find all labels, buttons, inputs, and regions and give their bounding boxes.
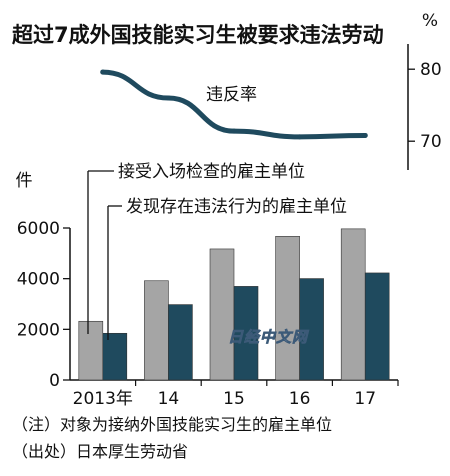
bar-inspected xyxy=(275,236,300,381)
x-axis-ticks: 2013年 14 15 16 17 xyxy=(73,380,399,409)
note-line-2: （出处）日本厚生劳动省 xyxy=(12,442,188,461)
legend: 接受入场检查的雇主单位 发现存在违法行为的雇主单位 xyxy=(87,162,347,340)
bar-inspected xyxy=(340,228,366,381)
bar-series xyxy=(78,228,390,381)
bar-y-tick-label: 4000 xyxy=(17,270,60,290)
line-point xyxy=(100,69,106,75)
legend-label-violating: 发现存在违法行为的雇主单位 xyxy=(126,197,347,217)
line-series-label: 违反率 xyxy=(206,85,257,105)
x-tick-label: 15 xyxy=(223,389,245,409)
line-y-tick-label: 70 xyxy=(420,132,442,152)
x-tick-label: 17 xyxy=(354,389,376,409)
bar-y-tick-label: 6000 xyxy=(17,219,60,239)
bar-violating xyxy=(168,304,193,381)
bar-violating xyxy=(364,272,390,381)
bar-y-tick-label: 2000 xyxy=(17,320,60,340)
bar-inspected xyxy=(144,280,169,381)
bar-violating xyxy=(233,286,259,381)
bar-inspected xyxy=(78,320,104,381)
line-point xyxy=(231,128,237,134)
bar-violating xyxy=(102,332,128,381)
line-point xyxy=(362,132,368,138)
line-series xyxy=(100,69,368,140)
line-point xyxy=(165,95,171,101)
bar-y-axis: 0 2000 4000 6000 xyxy=(17,219,398,391)
bar-panel: 件 0 2000 4000 6000 2013年 14 15 16 17 接受入场检查的雇主单… xyxy=(16,162,399,409)
watermark: 日经中文网 xyxy=(228,328,310,346)
line-panel: % 70 80 违反率 xyxy=(100,11,442,170)
bar-y-unit: 件 xyxy=(16,171,33,191)
x-tick-label: 16 xyxy=(289,389,311,409)
bar-inspected xyxy=(209,248,235,381)
line-y-unit: % xyxy=(422,11,438,31)
line-y-tick-label: 80 xyxy=(420,60,442,80)
bar-y-tick-label: 0 xyxy=(49,371,60,391)
bar-violating xyxy=(299,278,324,381)
line-y-axis: 70 80 xyxy=(407,44,442,170)
line-point xyxy=(297,134,303,140)
x-tick-label: 14 xyxy=(158,389,180,409)
legend-label-inspected: 接受入场检查的雇主单位 xyxy=(118,162,305,182)
note-line-1: （注）对象为接纳外国技能实习生的雇主单位 xyxy=(12,415,332,434)
chart-title: 超过7成外国技能实习生被要求违法劳动 xyxy=(12,23,384,47)
x-tick-label: 2013年 xyxy=(73,389,133,409)
